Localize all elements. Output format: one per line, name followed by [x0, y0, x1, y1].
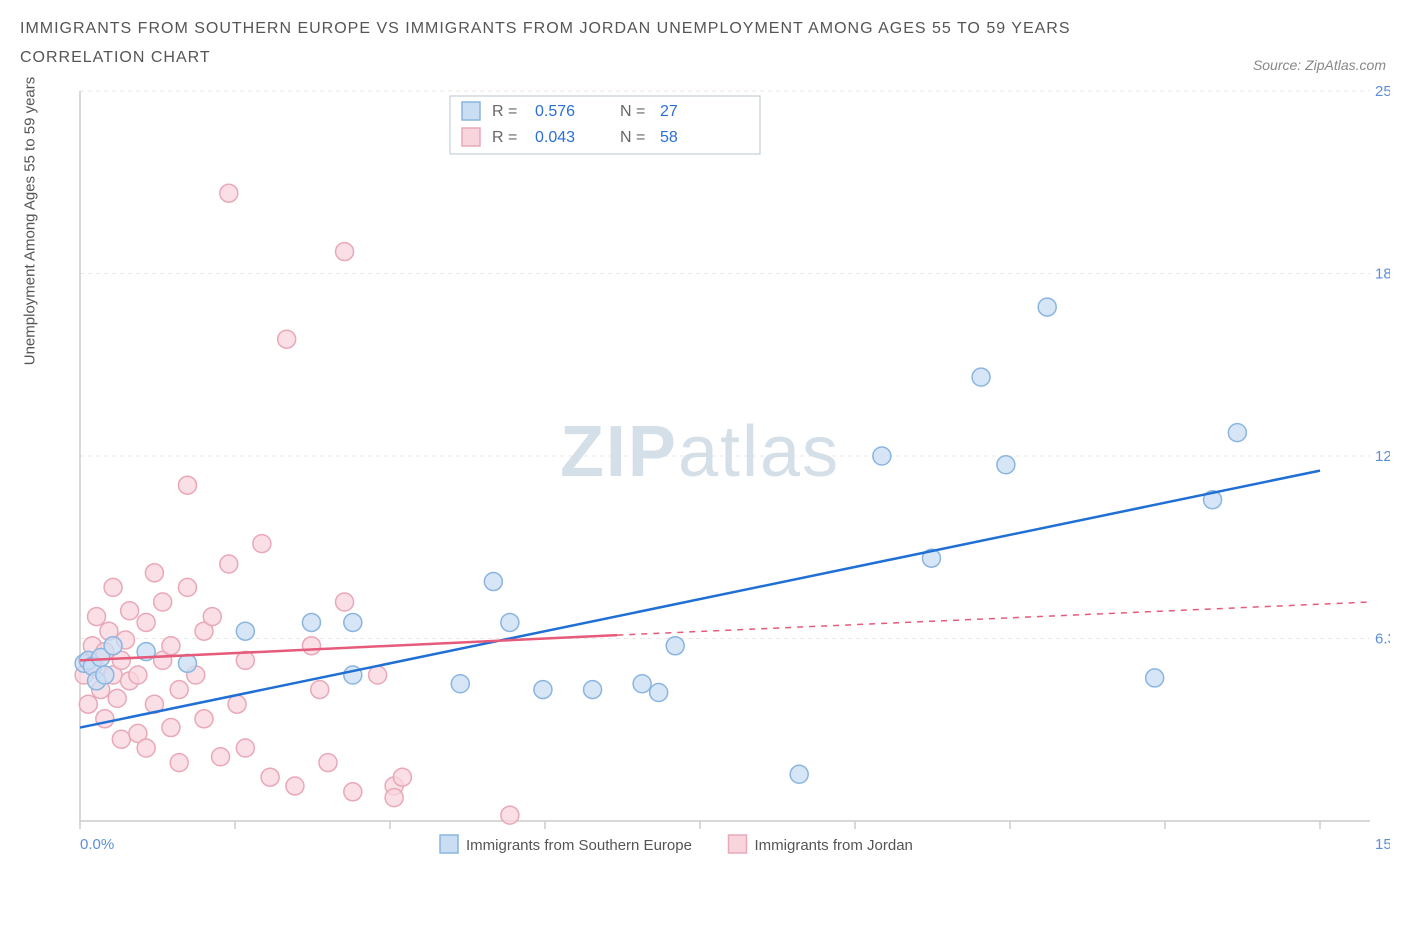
legend-r-value: 0.043 — [535, 129, 575, 146]
data-point — [170, 680, 188, 698]
data-point — [666, 636, 684, 654]
data-point — [162, 636, 180, 654]
data-point — [311, 680, 329, 698]
legend-swatch — [462, 128, 480, 146]
legend-n-value: 58 — [660, 129, 678, 146]
data-point — [261, 768, 279, 786]
data-point — [108, 689, 126, 707]
bottom-legend-label: Immigrants from Jordan — [755, 837, 913, 854]
data-point — [154, 593, 172, 611]
data-point — [236, 622, 254, 640]
data-point — [1038, 298, 1056, 316]
data-point — [319, 753, 337, 771]
data-point — [228, 695, 246, 713]
data-point — [1228, 423, 1246, 441]
data-point — [790, 765, 808, 783]
data-point — [501, 613, 519, 631]
data-point — [873, 447, 891, 465]
data-point — [253, 534, 271, 552]
data-point — [96, 709, 114, 727]
data-point — [137, 739, 155, 757]
data-point — [88, 607, 106, 625]
legend-swatch — [462, 102, 480, 120]
data-point — [220, 555, 238, 573]
data-point — [633, 674, 651, 692]
legend-n-label: N = — [620, 129, 645, 146]
data-point — [112, 730, 130, 748]
data-point — [220, 184, 238, 202]
x-tick-label: 0.0% — [80, 836, 114, 853]
data-point — [178, 578, 196, 596]
data-point — [344, 782, 362, 800]
data-point — [286, 777, 304, 795]
y-tick-label: 18.8% — [1375, 265, 1390, 282]
data-point — [336, 593, 354, 611]
watermark: ZIPatlas — [560, 412, 840, 492]
data-point — [121, 601, 139, 619]
data-point — [501, 806, 519, 824]
data-point — [170, 753, 188, 771]
data-point — [212, 747, 230, 765]
data-point — [369, 666, 387, 684]
data-point — [484, 572, 502, 590]
data-point — [302, 613, 320, 631]
data-point — [972, 368, 990, 386]
data-point — [278, 330, 296, 348]
legend-n-value: 27 — [660, 103, 678, 120]
data-point — [336, 242, 354, 260]
data-point — [178, 476, 196, 494]
x-tick-label: 15.0% — [1375, 836, 1390, 853]
chart-title: IMMIGRANTS FROM SOUTHERN EUROPE VS IMMIG… — [20, 15, 1071, 73]
data-point — [129, 666, 147, 684]
data-point — [236, 739, 254, 757]
bottom-legend-swatch — [440, 835, 458, 853]
bottom-legend-swatch — [729, 835, 747, 853]
data-point — [79, 695, 97, 713]
header-row: IMMIGRANTS FROM SOUTHERN EUROPE VS IMMIG… — [20, 15, 1386, 73]
chart-container: Unemployment Among Ages 55 to 59 years 6… — [20, 81, 1386, 921]
legend-n-label: N = — [620, 103, 645, 120]
y-tick-label: 6.3% — [1375, 630, 1390, 647]
data-point — [137, 613, 155, 631]
source-label: Source: ZipAtlas.com — [1253, 57, 1386, 73]
legend-r-label: R = — [492, 129, 517, 146]
trend-line — [80, 470, 1320, 727]
data-point — [534, 680, 552, 698]
data-point — [584, 680, 602, 698]
correlation-scatter-chart: 6.3% 12.5% 18.8% 25.0% ZIPatlas 0.0% 15.0% R = 0… — [20, 81, 1390, 921]
y-axis-label: Unemployment Among Ages 55 to 59 years — [22, 76, 39, 365]
data-point — [385, 788, 403, 806]
trend-line-extrapolated — [617, 602, 1370, 635]
legend-r-value: 0.576 — [535, 103, 575, 120]
data-point — [393, 768, 411, 786]
y-tick-label: 12.5% — [1375, 448, 1390, 465]
y-tick-label: 25.0% — [1375, 83, 1390, 100]
data-point — [302, 636, 320, 654]
data-point — [203, 607, 221, 625]
data-point — [997, 455, 1015, 473]
data-point — [451, 674, 469, 692]
title-line-2: CORRELATION CHART — [20, 44, 1071, 73]
data-point — [145, 563, 163, 581]
data-point — [96, 666, 114, 684]
title-line-1: IMMIGRANTS FROM SOUTHERN EUROPE VS IMMIG… — [20, 15, 1071, 44]
data-point — [344, 613, 362, 631]
data-point — [104, 636, 122, 654]
data-point — [650, 683, 668, 701]
data-point — [162, 718, 180, 736]
data-point — [1146, 669, 1164, 687]
data-point — [104, 578, 122, 596]
data-point — [178, 654, 196, 672]
data-point — [195, 709, 213, 727]
legend-r-label: R = — [492, 103, 517, 120]
bottom-legend-label: Immigrants from Southern Europe — [466, 837, 692, 854]
